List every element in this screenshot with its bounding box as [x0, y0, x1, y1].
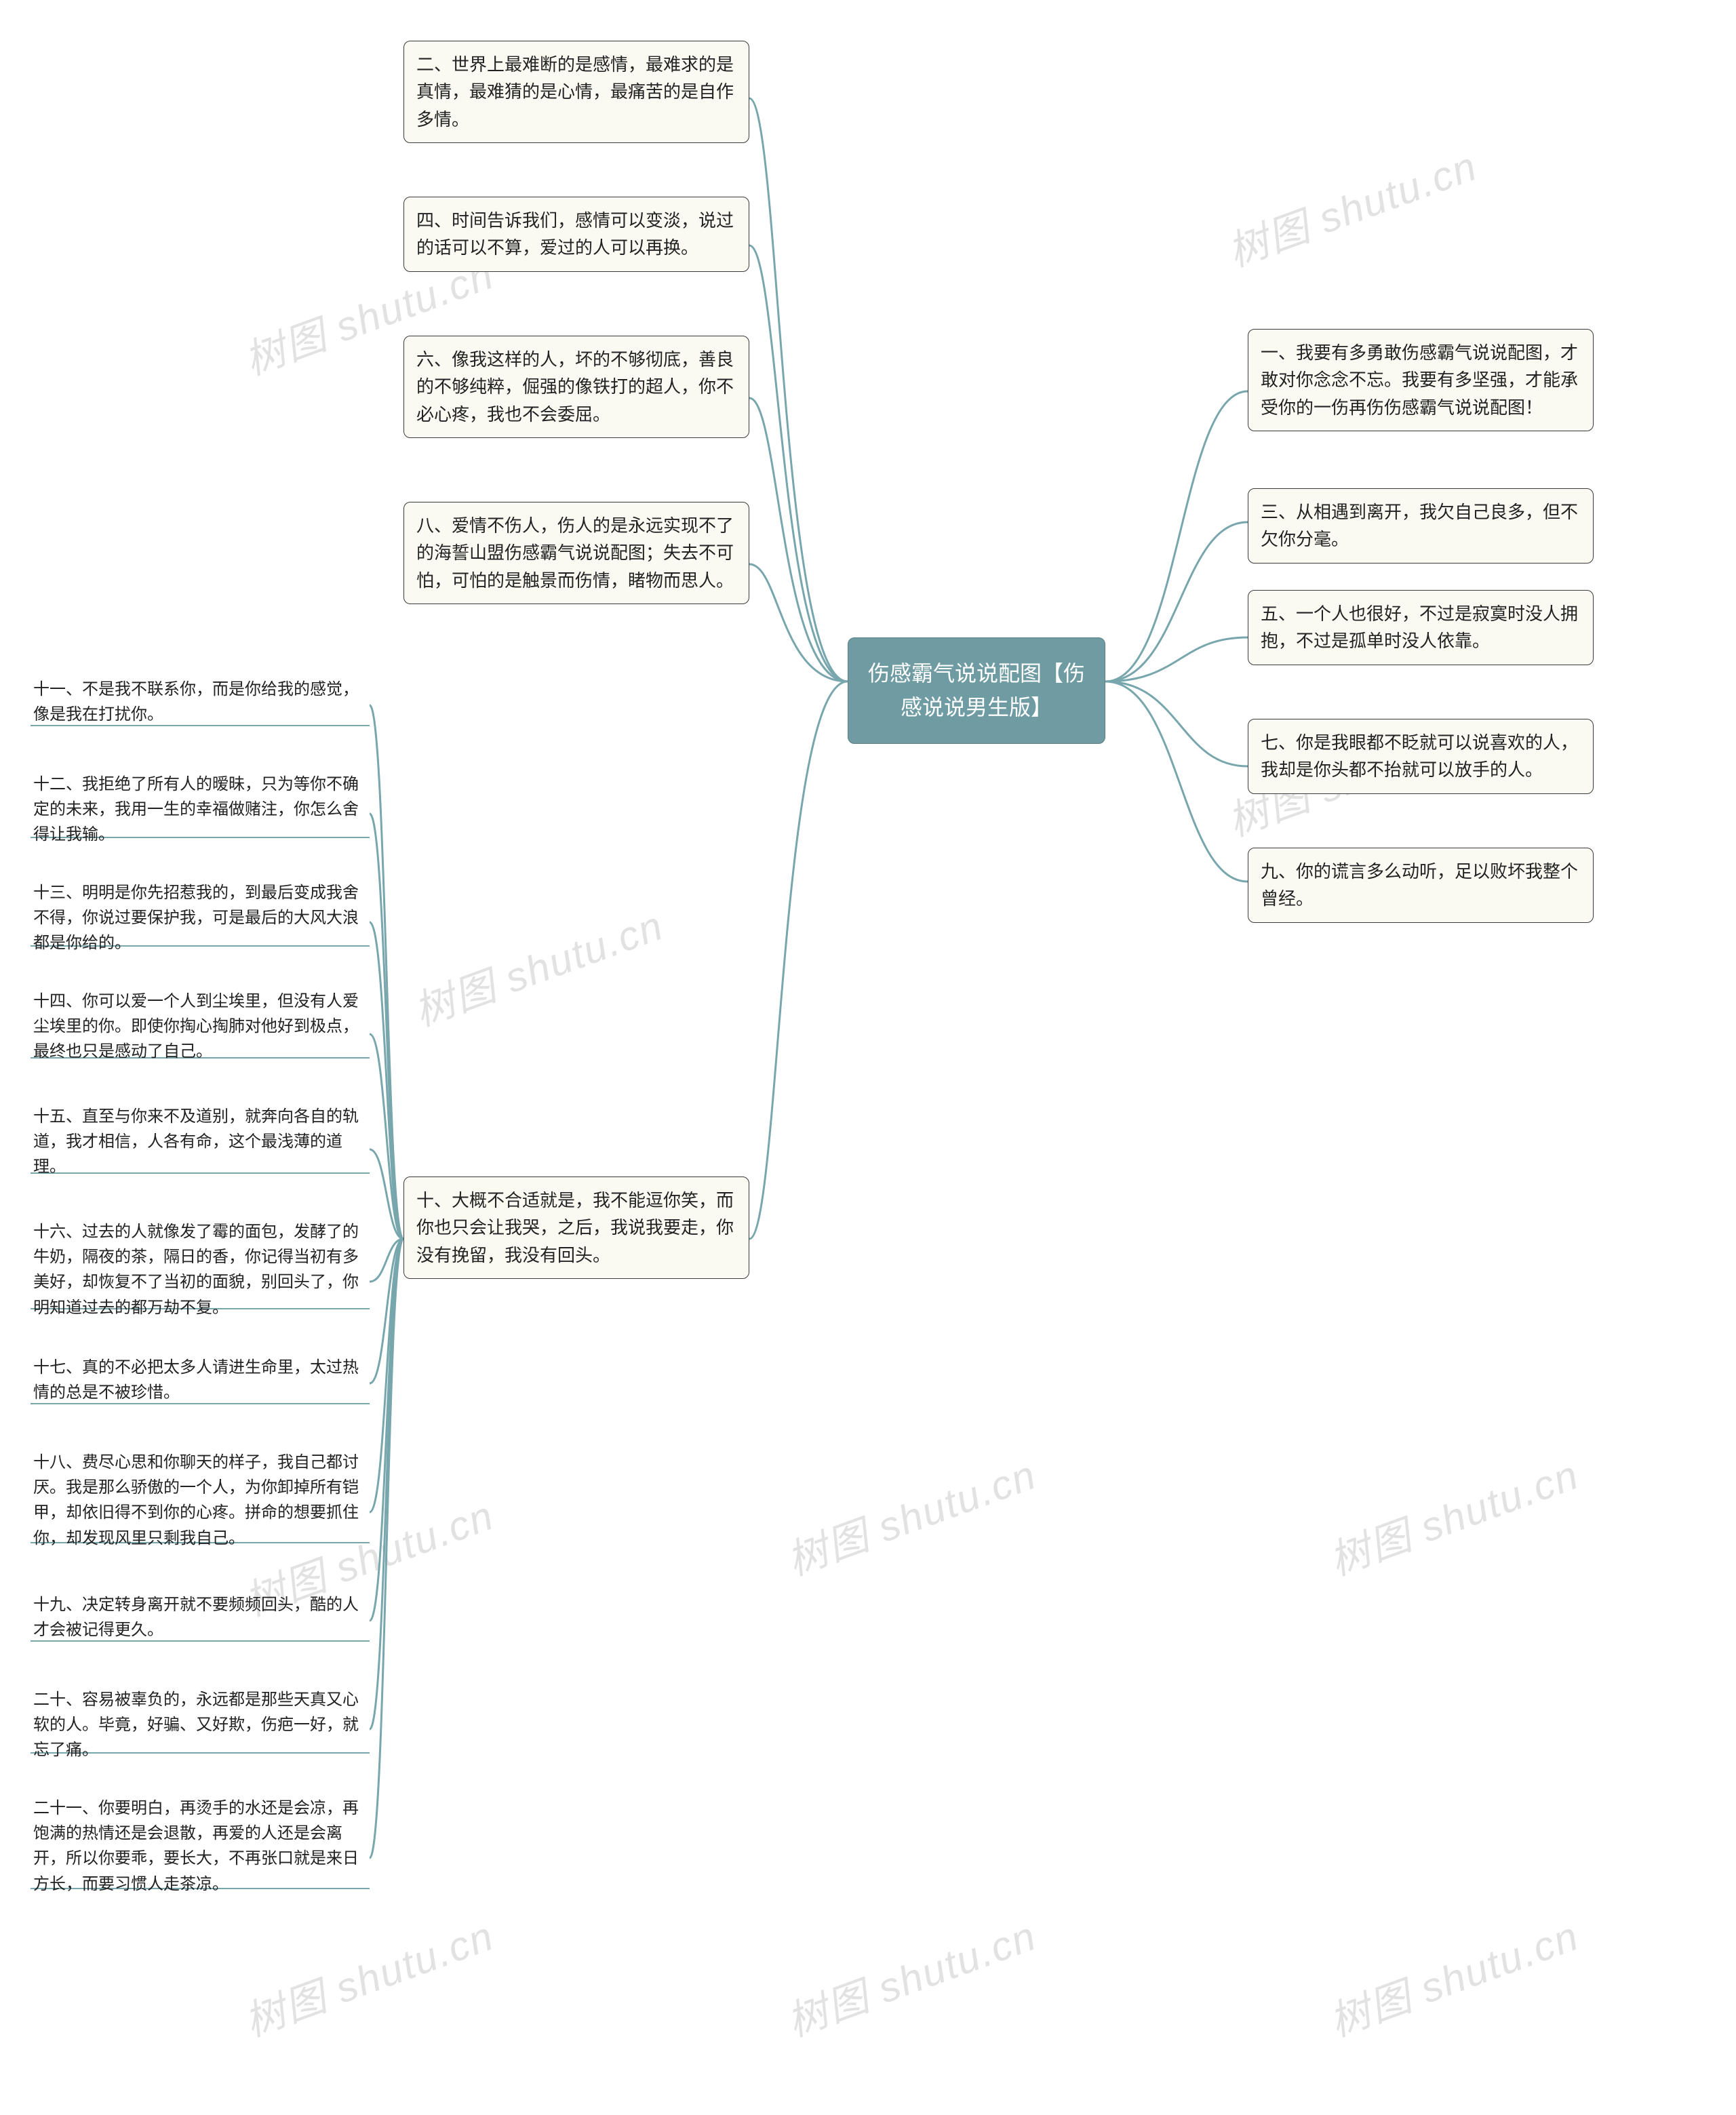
- leaf-text: 十一、不是我不联系你，而是你给我的感觉，像是我在打扰你。: [33, 680, 359, 724]
- leaf-text: 十七、真的不必把太多人请进生命里，太过热情的总是不被珍惜。: [33, 1358, 359, 1402]
- branch-node-2[interactable]: 二、世界上最难断的是感情，最难求的是真情，最难猜的是心情，最痛苦的是自作多情。: [403, 41, 749, 143]
- branch-node-6[interactable]: 六、像我这样的人，坏的不够彻底，善良的不够纯粹，倔强的像铁打的超人，你不必心疼，…: [403, 336, 749, 438]
- leaf-node-12[interactable]: 十二、我拒绝了所有人的暧昧，只为等你不确定的未来，我用一生的幸福做赌注，你怎么舍…: [31, 766, 370, 853]
- leaf-node-20[interactable]: 二十、容易被辜负的，永远都是那些天真又心软的人。毕竟，好骗、又好欺，伤疤一好，就…: [31, 1682, 370, 1768]
- branch-text: 四、时间告诉我们，感情可以变淡，说过的话可以不算，爱过的人可以再换。: [416, 210, 734, 258]
- leaf-node-17[interactable]: 十七、真的不必把太多人请进生命里，太过热情的总是不被珍惜。: [31, 1349, 370, 1410]
- branch-text: 一、我要有多勇敢伤感霸气说说配图，才敢对你念念不忘。我要有多坚强，才能承受你的一…: [1261, 342, 1578, 418]
- leaf-text: 十九、决定转身离开就不要频频回头，酷的人才会被记得更久。: [33, 1596, 359, 1639]
- branch-text: 二、世界上最难断的是感情，最难求的是真情，最难猜的是心情，最痛苦的是自作多情。: [416, 54, 734, 130]
- leaf-text: 十八、费尽心思和你聊天的样子，我自己都讨厌。我是那么骄傲的一个人，为你卸掉所有铠…: [33, 1453, 359, 1547]
- leaf-text: 十五、直至与你来不及道别，就奔向各自的轨道，我才相信，人各有命，这个最浅薄的道理…: [33, 1107, 359, 1176]
- branch-text: 九、你的谎言多么动听，足以败坏我整个曾经。: [1261, 861, 1578, 909]
- leaf-node-19[interactable]: 十九、决定转身离开就不要频频回头，酷的人才会被记得更久。: [31, 1587, 370, 1648]
- branch-text: 六、像我这样的人，坏的不够彻底，善良的不够纯粹，倔强的像铁打的超人，你不必心疼，…: [416, 349, 734, 424]
- leaf-text: 二十一、你要明白，再烫手的水还是会凉，再饱满的热情还是会退散，再爱的人还是会离开…: [33, 1799, 359, 1893]
- leaf-text: 二十、容易被辜负的，永远都是那些天真又心软的人。毕竟，好骗、又好欺，伤疤一好，就…: [33, 1691, 359, 1759]
- branch-node-9[interactable]: 九、你的谎言多么动听，足以败坏我整个曾经。: [1248, 848, 1594, 923]
- branch-node-1[interactable]: 一、我要有多勇敢伤感霸气说说配图，才敢对你念念不忘。我要有多坚强，才能承受你的一…: [1248, 329, 1594, 431]
- leaf-node-18[interactable]: 十八、费尽心思和你聊天的样子，我自己都讨厌。我是那么骄傲的一个人，为你卸掉所有铠…: [31, 1444, 370, 1556]
- branch-text: 十、大概不合适就是，我不能逗你笑，而你也只会让我哭，之后，我说我要走，你没有挽留…: [416, 1190, 734, 1265]
- leaf-node-15[interactable]: 十五、直至与你来不及道别，就奔向各自的轨道，我才相信，人各有命，这个最浅薄的道理…: [31, 1099, 370, 1185]
- branch-node-4[interactable]: 四、时间告诉我们，感情可以变淡，说过的话可以不算，爱过的人可以再换。: [403, 197, 749, 272]
- root-label: 伤感霸气说说配图【伤感说说男生版】: [868, 661, 1085, 719]
- branch-node-8[interactable]: 八、爱情不伤人，伤人的是永远实现不了的海誓山盟伤感霸气说说配图；失去不可怕，可怕…: [403, 502, 749, 604]
- leaf-text: 十三、明明是你先招惹我的，到最后变成我舍不得，你说过要保护我，可是最后的大风大浪…: [33, 884, 359, 952]
- branch-node-10[interactable]: 十、大概不合适就是，我不能逗你笑，而你也只会让我哭，之后，我说我要走，你没有挽留…: [403, 1177, 749, 1279]
- branch-text: 七、你是我眼都不眨就可以说喜欢的人，我却是你头都不抬就可以放手的人。: [1261, 732, 1578, 780]
- leaf-node-21[interactable]: 二十一、你要明白，再烫手的水还是会凉，再饱满的热情还是会退散，再爱的人还是会离开…: [31, 1790, 370, 1902]
- leaf-text: 十四、你可以爱一个人到尘埃里，但没有人爱尘埃里的你。即使你掏心掏肺对他好到极点，…: [33, 992, 359, 1061]
- leaf-node-13[interactable]: 十三、明明是你先招惹我的，到最后变成我舍不得，你说过要保护我，可是最后的大风大浪…: [31, 875, 370, 962]
- branch-text: 三、从相遇到离开，我欠自己良多，但不欠你分毫。: [1261, 502, 1578, 549]
- branch-node-3[interactable]: 三、从相遇到离开，我欠自己良多，但不欠你分毫。: [1248, 488, 1594, 564]
- branch-node-5[interactable]: 五、一个人也很好，不过是寂寞时没人拥抱，不过是孤单时没人依靠。: [1248, 590, 1594, 665]
- branch-text: 八、爱情不伤人，伤人的是永远实现不了的海誓山盟伤感霸气说说配图；失去不可怕，可怕…: [416, 515, 734, 591]
- leaf-node-11[interactable]: 十一、不是我不联系你，而是你给我的感觉，像是我在打扰你。: [31, 671, 370, 732]
- leaf-node-14[interactable]: 十四、你可以爱一个人到尘埃里，但没有人爱尘埃里的你。即使你掏心掏肺对他好到极点，…: [31, 983, 370, 1070]
- leaf-text: 十二、我拒绝了所有人的暧昧，只为等你不确定的未来，我用一生的幸福做赌注，你怎么舍…: [33, 775, 359, 844]
- leaf-text: 十六、过去的人就像发了霉的面包，发酵了的牛奶，隔夜的茶，隔日的香，你记得当初有多…: [33, 1223, 359, 1317]
- mindmap-root[interactable]: 伤感霸气说说配图【伤感说说男生版】: [848, 637, 1105, 744]
- branch-node-7[interactable]: 七、你是我眼都不眨就可以说喜欢的人，我却是你头都不抬就可以放手的人。: [1248, 719, 1594, 794]
- branch-text: 五、一个人也很好，不过是寂寞时没人拥抱，不过是孤单时没人依靠。: [1261, 604, 1578, 651]
- leaf-node-16[interactable]: 十六、过去的人就像发了霉的面包，发酵了的牛奶，隔夜的茶，隔日的香，你记得当初有多…: [31, 1214, 370, 1326]
